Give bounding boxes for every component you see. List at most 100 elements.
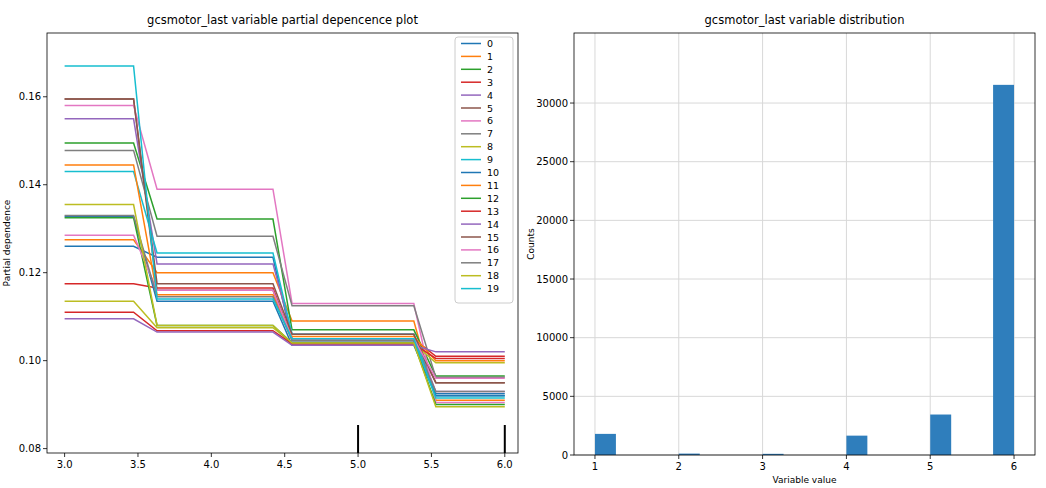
- series-line: [65, 205, 505, 407]
- legend-label: 1: [487, 51, 493, 62]
- y-tick: [570, 220, 574, 221]
- legend-label: 5: [487, 103, 493, 114]
- x-tick: [284, 453, 285, 457]
- series-line: [65, 235, 505, 378]
- y-tick-label: 0.16: [19, 91, 41, 102]
- y-tick-label: 30000: [536, 98, 568, 109]
- series-line: [65, 106, 505, 403]
- series-line: [65, 216, 505, 392]
- legend-swatch: [461, 159, 481, 161]
- y-tick-label: 0.08: [19, 443, 41, 454]
- axes: 123456050001000015000200002500030000gcsm…: [526, 13, 1035, 485]
- legend-label: 6: [487, 115, 493, 126]
- legend-swatch: [461, 56, 481, 58]
- series-line: [65, 218, 505, 405]
- y-tick: [570, 279, 574, 280]
- x-tick: [846, 455, 847, 459]
- x-tick-label: 6.0: [497, 459, 513, 470]
- grid-line: [762, 33, 763, 455]
- y-tick-label: 0: [562, 450, 568, 461]
- x-tick: [594, 455, 595, 459]
- legend-label: 12: [487, 193, 499, 204]
- legend-swatch: [461, 210, 481, 212]
- x-tick: [930, 455, 931, 459]
- rug-mark: [504, 425, 506, 453]
- legend: 012345678910111213141516171819: [455, 37, 513, 303]
- series-line: [65, 150, 505, 377]
- legend-label: 19: [487, 283, 499, 294]
- legend-label: 9: [487, 154, 493, 165]
- histogram-bar: [930, 415, 951, 455]
- legend-label: 2: [487, 64, 493, 75]
- x-axis-label: Variable value: [773, 475, 837, 485]
- legend-swatch: [461, 43, 481, 45]
- y-tick: [570, 396, 574, 397]
- x-tick: [211, 453, 212, 457]
- legend-swatch: [461, 107, 481, 109]
- legend-swatch: [461, 81, 481, 83]
- legend-label: 13: [487, 206, 499, 217]
- plot-frame: [574, 33, 1035, 455]
- legend-label: 3: [487, 77, 493, 88]
- y-tick-label: 0.10: [19, 355, 41, 366]
- x-tick-label: 1: [592, 461, 598, 472]
- y-tick: [43, 448, 47, 449]
- x-tick-label: 3.5: [130, 459, 146, 470]
- series-line: [65, 66, 505, 398]
- legend-label: 10: [487, 167, 499, 178]
- x-tick: [678, 455, 679, 459]
- x-tick: [504, 453, 505, 457]
- x-tick: [762, 455, 763, 459]
- grid-line: [846, 33, 847, 455]
- legend-box: [455, 37, 513, 303]
- grid-line: [574, 103, 1035, 104]
- legend-swatch: [461, 69, 481, 71]
- y-tick-label: 15000: [536, 274, 568, 285]
- grid-line: [678, 33, 679, 455]
- legend-label: 14: [487, 219, 499, 230]
- y-tick-label: 20000: [536, 215, 568, 226]
- series-line: [65, 165, 505, 361]
- x-tick-label: 4: [843, 461, 849, 472]
- legend-swatch: [461, 275, 481, 277]
- legend-swatch: [461, 262, 481, 264]
- legend-label: 16: [487, 244, 499, 255]
- axes: 3.03.54.04.55.05.56.00.080.100.120.140.1…: [2, 13, 513, 470]
- legend-swatch: [461, 223, 481, 225]
- plot-data: [65, 66, 505, 453]
- series-line: [65, 99, 505, 383]
- legend-swatch: [461, 198, 481, 200]
- x-tick-label: 5.0: [350, 459, 366, 470]
- y-tick-label: 10000: [536, 332, 568, 343]
- x-tick-label: 3: [759, 461, 765, 472]
- grid-line: [574, 396, 1035, 397]
- legend-label: 17: [487, 257, 499, 268]
- legend-label: 7: [487, 128, 493, 139]
- y-tick: [570, 161, 574, 162]
- series-line: [65, 301, 505, 363]
- y-tick: [43, 272, 47, 273]
- x-tick-label: 2: [676, 461, 682, 472]
- x-tick-label: 5.5: [423, 459, 439, 470]
- legend-swatch: [461, 249, 481, 251]
- y-tick: [570, 455, 574, 456]
- legend-label: 18: [487, 270, 499, 281]
- series-line: [65, 216, 505, 395]
- y-tick-label: 5000: [543, 391, 568, 402]
- x-tick: [1014, 455, 1015, 459]
- legend-label: 0: [487, 38, 493, 49]
- legend-label: 8: [487, 141, 493, 152]
- chart-title: gcsmotor_last variable distribution: [705, 13, 905, 27]
- legend-swatch: [461, 172, 481, 174]
- grid-line: [574, 337, 1035, 338]
- y-tick: [43, 184, 47, 185]
- legend-label: 15: [487, 232, 499, 243]
- legend-swatch: [461, 120, 481, 122]
- y-axis-label: Partial dependence: [2, 199, 12, 286]
- rug-mark: [357, 425, 359, 453]
- legend-swatch: [461, 146, 481, 148]
- legend-swatch: [461, 185, 481, 187]
- histogram-bar: [993, 85, 1014, 455]
- y-axis-label: Counts: [526, 228, 536, 260]
- y-tick: [43, 360, 47, 361]
